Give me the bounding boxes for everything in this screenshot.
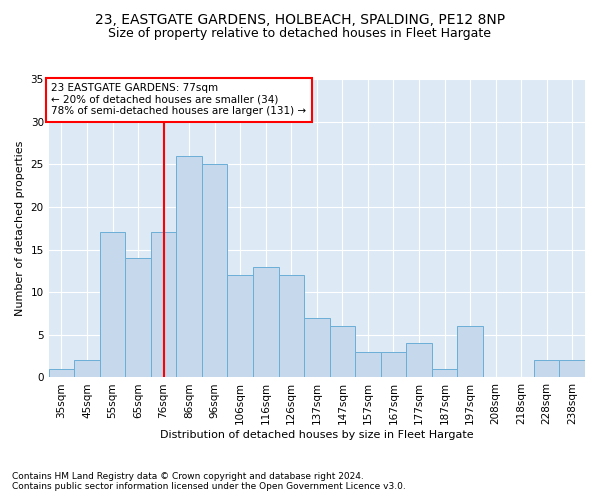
Bar — [176, 156, 202, 378]
Text: Contains HM Land Registry data © Crown copyright and database right 2024.: Contains HM Land Registry data © Crown c… — [12, 472, 364, 481]
Y-axis label: Number of detached properties: Number of detached properties — [15, 140, 25, 316]
Bar — [432, 369, 457, 378]
Bar — [125, 258, 151, 378]
Text: Size of property relative to detached houses in Fleet Hargate: Size of property relative to detached ho… — [109, 28, 491, 40]
Bar — [329, 326, 355, 378]
Bar — [202, 164, 227, 378]
Bar — [534, 360, 559, 378]
X-axis label: Distribution of detached houses by size in Fleet Hargate: Distribution of detached houses by size … — [160, 430, 473, 440]
Bar — [100, 232, 125, 378]
Bar — [559, 360, 585, 378]
Bar — [406, 344, 432, 378]
Bar — [74, 360, 100, 378]
Bar — [227, 275, 253, 378]
Bar — [457, 326, 483, 378]
Bar — [278, 275, 304, 378]
Bar — [380, 352, 406, 378]
Text: 23 EASTGATE GARDENS: 77sqm
← 20% of detached houses are smaller (34)
78% of semi: 23 EASTGATE GARDENS: 77sqm ← 20% of deta… — [51, 84, 307, 116]
Bar — [304, 318, 329, 378]
Text: Contains public sector information licensed under the Open Government Licence v3: Contains public sector information licen… — [12, 482, 406, 491]
Text: 23, EASTGATE GARDENS, HOLBEACH, SPALDING, PE12 8NP: 23, EASTGATE GARDENS, HOLBEACH, SPALDING… — [95, 12, 505, 26]
Bar — [151, 232, 176, 378]
Bar — [355, 352, 380, 378]
Bar — [49, 369, 74, 378]
Bar — [253, 266, 278, 378]
